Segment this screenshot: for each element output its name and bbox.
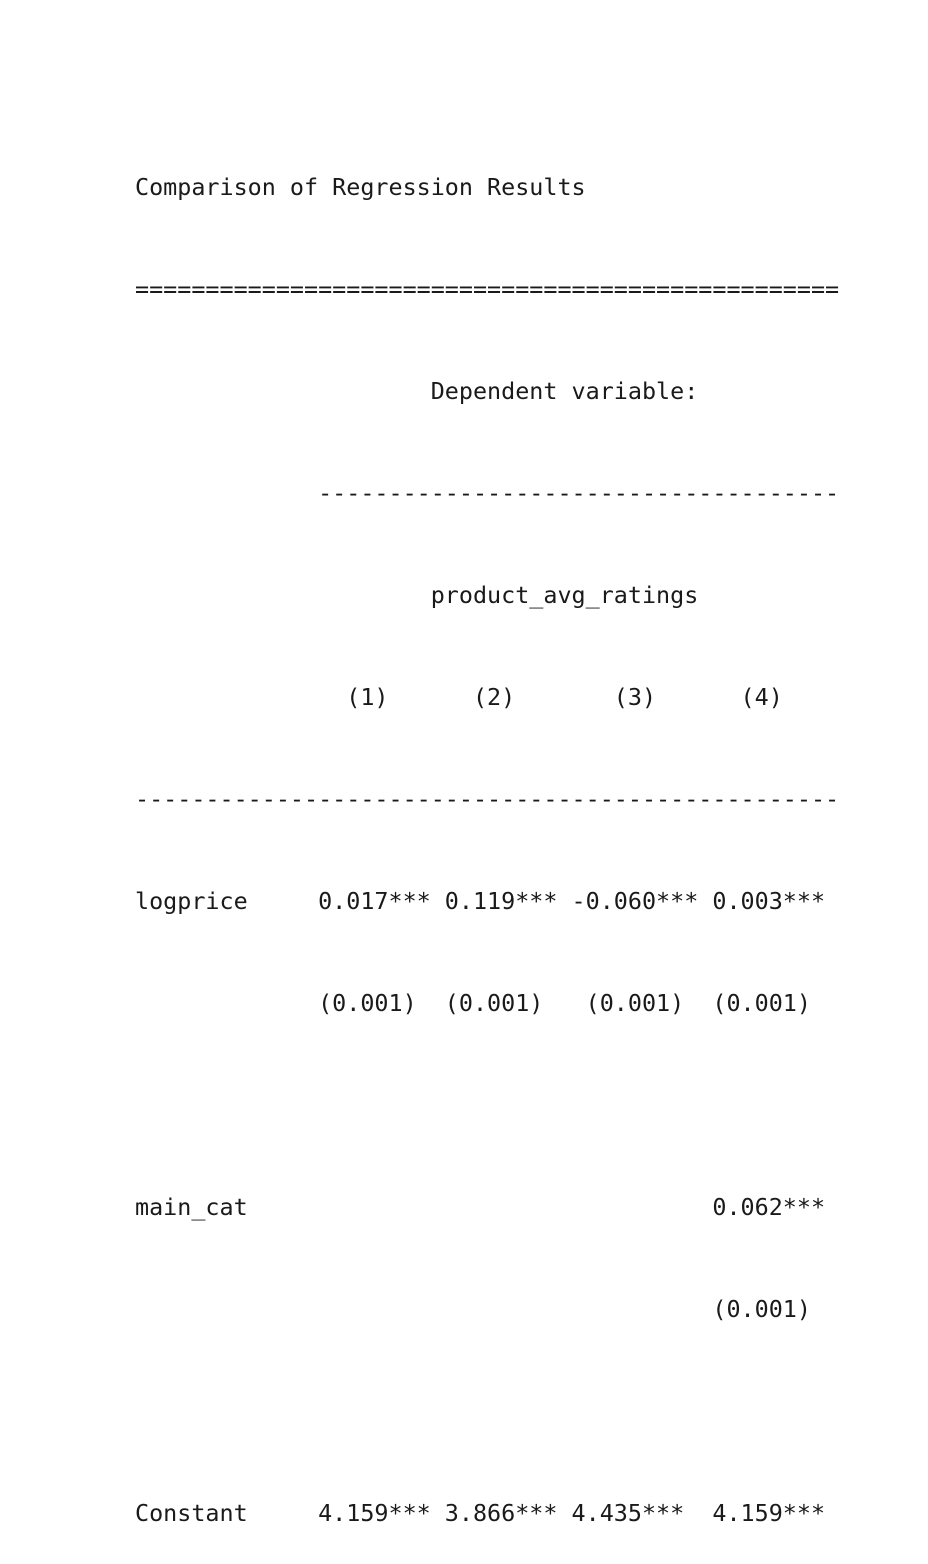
dependent-variable-header: Dependent variable:: [135, 377, 699, 405]
spacer-line: [135, 68, 839, 102]
model-number-header: (1) (2) (3) (4): [135, 683, 783, 711]
row-constant-coef: Constant 4.159*** 3.866*** 4.435*** 4.15…: [135, 1499, 826, 1527]
blank-line: [135, 1394, 839, 1428]
dependent-variable-name: product_avg_ratings: [135, 581, 699, 609]
header-bottom-rule: ----------------------------------------…: [135, 785, 840, 813]
table-title: Comparison of Regression Results: [135, 173, 586, 201]
regression-table: Comparison of Regression Results =======…: [135, 0, 839, 1564]
row-logprice-coef: logprice 0.017*** 0.119*** -0.060*** 0.0…: [135, 887, 826, 915]
top-double-rule: ========================================…: [135, 275, 840, 303]
row-logprice-se: (0.001) (0.001) (0.001) (0.001): [135, 989, 811, 1017]
blank-line: [135, 1088, 839, 1122]
row-main-cat-coef: main_cat 0.062***: [135, 1193, 826, 1221]
header-dash-rule: -------------------------------------: [135, 479, 840, 507]
row-main-cat-se: (0.001): [135, 1295, 811, 1323]
